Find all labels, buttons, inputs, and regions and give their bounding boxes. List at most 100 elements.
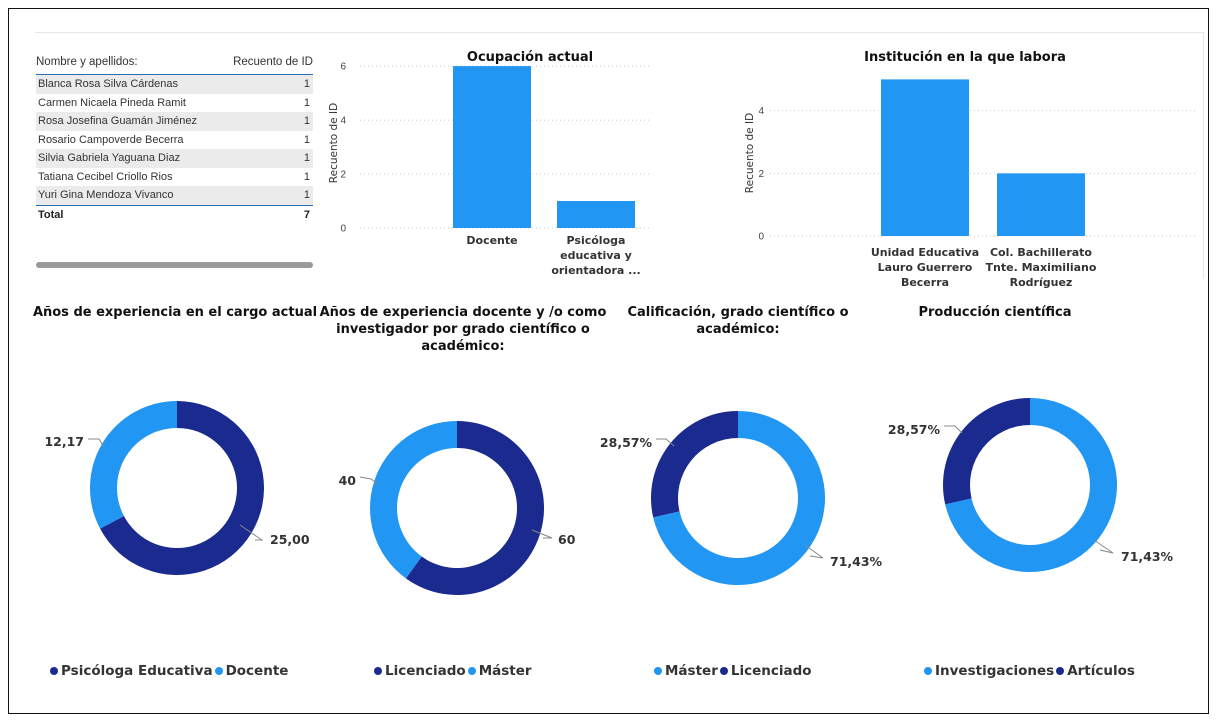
data-label: 40	[339, 473, 357, 488]
table-row[interactable]: Blanca Rosa Silva Cárdenas 1	[36, 75, 313, 94]
table-total-row: Total 7	[36, 204, 313, 225]
donut-title-calificacion: Calificación, grado científico o académic…	[618, 304, 858, 338]
x-category-label: Psicóloga educativa y orientadora ...	[551, 234, 640, 277]
table-row[interactable]: Rosa Josefina Guamán Jiménez 1	[36, 112, 313, 131]
header-name[interactable]: Nombre y apellidos:	[36, 56, 138, 68]
legend-item[interactable]: Licenciado	[385, 663, 466, 679]
leader-line	[656, 438, 675, 447]
table-row[interactable]: Rosario Campoverde Becerra 1	[36, 131, 313, 150]
x-category-label: Docente	[466, 234, 517, 247]
table-row[interactable]: Silvia Gabriela Yaguana Diaz 1	[36, 149, 313, 168]
row-count: 1	[303, 115, 310, 128]
donut-title-experiencia-cargo: Años de experiencia en el cargo actual	[30, 304, 320, 321]
y-tick-label: 0	[758, 232, 764, 243]
title-line: Calificación, grado científico o	[627, 305, 849, 320]
legend-marker	[467, 667, 476, 675]
chart-title-ocupacion: Ocupación actual	[466, 50, 594, 65]
row-count: 1	[303, 152, 310, 165]
top-panel-border	[35, 32, 1204, 278]
row-count: 1	[303, 189, 310, 202]
bar	[881, 79, 969, 236]
legend-marker	[374, 667, 382, 675]
total-value: 7	[303, 209, 310, 221]
row-count: 1	[303, 96, 310, 109]
donut-slice	[651, 411, 738, 518]
leader-line	[944, 425, 963, 434]
legend-calificacion: Máster Licenciado	[652, 663, 812, 679]
y-tick-label: 4	[340, 116, 346, 127]
header-count[interactable]: Recuento de ID	[233, 56, 313, 68]
row-name: Rosario Campoverde Becerra	[38, 133, 184, 146]
table-header: Nombre y apellidos: Recuento de ID	[36, 50, 313, 75]
donut-slice	[653, 411, 826, 585]
data-label: 71,43%	[830, 554, 883, 569]
donut-title-produccion: Producción científica	[880, 304, 1110, 321]
y-tick-label: 4	[758, 106, 764, 117]
leader-line	[804, 544, 824, 559]
y-tick-label: 2	[340, 170, 346, 181]
x-category-label: Unidad Educativa Lauro Guerrero Becerra	[871, 246, 979, 289]
title-line: investigador por grado científico o	[336, 322, 590, 337]
bar	[453, 66, 531, 228]
row-name: Yuri Gina Mendoza Vivanco	[38, 189, 174, 202]
data-label: 71,43%	[1121, 549, 1174, 564]
legend-item[interactable]: Máster	[478, 663, 532, 679]
legend-marker	[214, 667, 223, 675]
legend-marker	[1056, 667, 1065, 675]
y-tick-label: 2	[758, 169, 764, 180]
row-name: Silvia Gabriela Yaguana Diaz	[38, 152, 181, 165]
table-row[interactable]: Tatiana Cecibel Criollo Rios 1	[36, 168, 313, 187]
name-count-table: Nombre y apellidos: Recuento de ID Blanc…	[36, 50, 313, 225]
data-label: 25,00	[270, 532, 310, 547]
legend-item[interactable]: Investigaciones	[935, 663, 1055, 679]
bar	[557, 201, 635, 228]
leader-line	[239, 524, 264, 541]
legend-item[interactable]: Psicóloga Educativa	[61, 663, 213, 679]
data-label: 28,57%	[888, 422, 941, 437]
legend-marker	[654, 667, 662, 675]
leader-line	[359, 476, 379, 485]
bar	[997, 173, 1085, 236]
row-name: Rosa Josefina Guamán Jiménez	[38, 115, 197, 128]
leader-line	[531, 529, 553, 539]
table-row[interactable]: Yuri Gina Mendoza Vivanco 1	[36, 186, 313, 205]
legend-item[interactable]: Artículos	[1067, 663, 1135, 679]
legend-experiencia-docente: Licenciado Máster	[372, 663, 532, 679]
donut-slice	[942, 398, 1030, 505]
leader-line	[1093, 539, 1114, 554]
table-row[interactable]: Carmen Nicaela Pineda Ramit 1	[36, 94, 313, 113]
chart-title-institucion: Institución en la que labora	[864, 50, 1066, 65]
legend-marker	[924, 667, 932, 675]
row-count: 1	[303, 78, 310, 91]
row-name: Carmen Nicaela Pineda Ramit	[38, 96, 186, 109]
title-line: Producción científica	[918, 305, 1072, 320]
total-label: Total	[38, 209, 64, 221]
legend-item[interactable]: Docente	[225, 663, 289, 679]
row-name: Blanca Rosa Silva Cárdenas	[38, 78, 179, 91]
legend-item[interactable]: Máster	[665, 663, 718, 679]
table-horizontal-scrollbar[interactable]	[36, 262, 313, 268]
x-category-label: Col. Bachillerato Tnte. Maximiliano Rodríg…	[986, 246, 1097, 289]
row-count: 1	[303, 133, 310, 146]
donut-slice	[945, 398, 1117, 573]
leader-line	[88, 438, 105, 448]
y-axis-label: Recuento de ID	[328, 103, 340, 183]
y-tick-label: 6	[340, 62, 346, 73]
title-line: académico:	[421, 339, 505, 354]
legend-experiencia-cargo: Psicóloga Educativa Docente	[48, 663, 288, 679]
donut-slice	[89, 401, 177, 529]
donut-slice	[405, 420, 544, 595]
donut-title-experiencia-docente: Años de experiencia docente y /o como inv…	[318, 304, 608, 355]
legend-item[interactable]: Licenciado	[730, 663, 812, 679]
legend-produccion: Investigaciones Artículos	[922, 663, 1135, 679]
y-axis-label: Recuento de ID	[744, 113, 756, 193]
title-line: Años de experiencia en el cargo actual	[32, 305, 318, 320]
y-tick-label: 0	[340, 224, 346, 235]
data-label: 28,57%	[600, 435, 653, 450]
data-label: 60	[558, 532, 576, 547]
data-label: 12,17	[44, 434, 84, 449]
title-line: académico:	[696, 322, 780, 337]
legend-marker	[719, 667, 728, 675]
legend-marker	[50, 667, 58, 675]
